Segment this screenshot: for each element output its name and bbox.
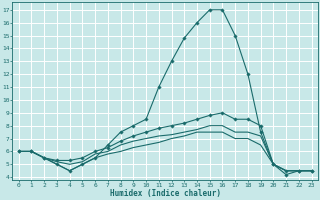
X-axis label: Humidex (Indice chaleur): Humidex (Indice chaleur)	[110, 189, 220, 198]
